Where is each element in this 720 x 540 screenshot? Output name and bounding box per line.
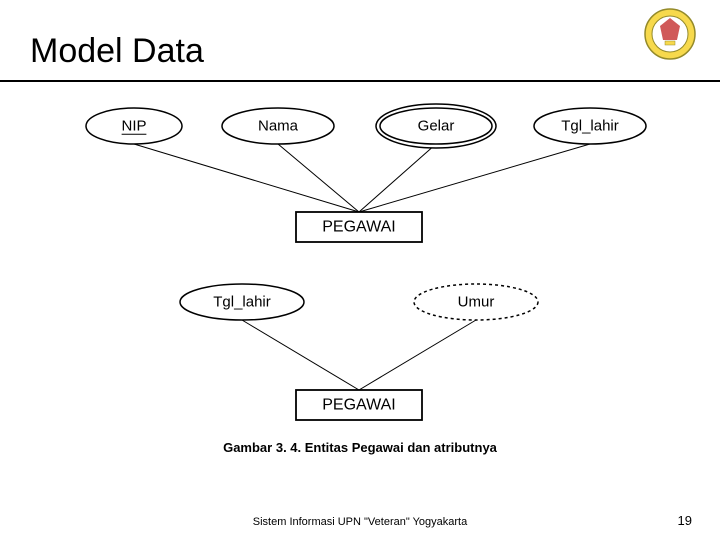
figure-caption: Gambar 3. 4. Entitas Pegawai dan atribut… (0, 440, 720, 455)
svg-text:Nama: Nama (258, 118, 299, 135)
footer-text: Sistem Informasi UPN "Veteran" Yogyakart… (0, 516, 720, 528)
slide: Model Data NIPNamaGelarTgl_lahirPEGAWAIT… (0, 0, 720, 540)
page-number: 19 (678, 513, 692, 528)
svg-text:Tgl_lahir: Tgl_lahir (561, 118, 619, 135)
svg-text:Umur: Umur (458, 294, 495, 311)
svg-text:PEGAWAI: PEGAWAI (322, 397, 396, 414)
svg-text:Gelar: Gelar (418, 118, 455, 135)
svg-text:Tgl_lahir: Tgl_lahir (213, 294, 271, 311)
svg-text:NIP: NIP (121, 118, 146, 135)
svg-text:PEGAWAI: PEGAWAI (322, 219, 396, 236)
er-diagram: NIP Nama Gelar Tgl_lahir PEGAWAI Tgl_lahir Umu… (0, 0, 720, 440)
